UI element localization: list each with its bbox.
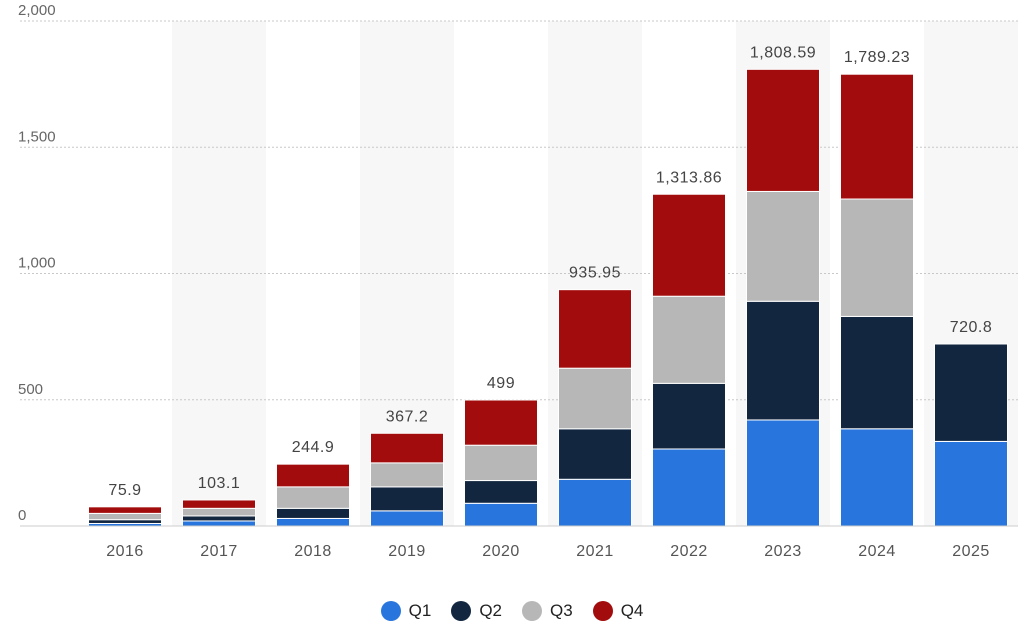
bar-segment-q4-2023[interactable]	[746, 68, 820, 192]
bar-total-label: 103.1	[198, 475, 241, 492]
x-tick-label: 2019	[388, 543, 426, 560]
legend-swatch-icon	[380, 601, 401, 621]
legend-label: Q4	[620, 601, 644, 620]
bar-segment-q2-2016[interactable]	[88, 519, 162, 524]
bar-segment-q2-2021[interactable]	[558, 428, 632, 480]
bar-segment-q3-2023[interactable]	[746, 190, 820, 302]
x-tick-label: 2021	[576, 543, 614, 560]
x-tick-label: 2023	[764, 543, 802, 560]
bar-segment-q1-2021[interactable]	[558, 478, 632, 527]
bar-total-label: 1,313.86	[656, 169, 722, 186]
y-tick-label: 1,500	[18, 128, 56, 145]
bar-segment-q2-2019[interactable]	[370, 486, 444, 512]
bar-segment-q3-2016[interactable]	[88, 512, 162, 521]
bar-segment-q3-2018[interactable]	[276, 486, 350, 509]
bar-segment-q4-2024[interactable]	[840, 73, 914, 200]
bar-segment-q1-2020[interactable]	[464, 502, 538, 527]
bar-total-label: 367.2	[386, 408, 429, 425]
bar-segment-q4-2020[interactable]	[464, 399, 538, 446]
x-tick-label: 2016	[106, 543, 144, 560]
bar-segment-q3-2019[interactable]	[370, 462, 444, 488]
legend-item-q3[interactable]: Q3	[522, 601, 573, 621]
x-tick-label: 2025	[952, 543, 990, 560]
legend-label: Q3	[550, 601, 573, 620]
bar-total-label: 720.8	[950, 319, 993, 336]
bar-segment-q4-2019[interactable]	[370, 432, 444, 464]
bar-segment-q1-2019[interactable]	[370, 510, 444, 527]
legend-label: Q1	[408, 601, 432, 620]
bar-segment-q3-2021[interactable]	[558, 367, 632, 430]
legend-item-q4[interactable]: Q4	[592, 601, 644, 621]
x-tick-label: 2017	[200, 543, 238, 560]
y-tick-label: 1,000	[18, 255, 56, 272]
x-tick-label: 2024	[858, 543, 896, 560]
bar-segment-q2-2020[interactable]	[464, 480, 538, 504]
bar-segment-q3-2020[interactable]	[464, 444, 538, 482]
bar-segment-q4-2022[interactable]	[652, 193, 726, 297]
bar-segment-q3-2017[interactable]	[182, 507, 256, 517]
bar-segment-q1-2017[interactable]	[182, 520, 256, 527]
bar-segment-q2-2024[interactable]	[840, 315, 914, 430]
column-band	[172, 21, 266, 526]
bar-segment-q3-2022[interactable]	[652, 295, 726, 384]
legend-swatch-icon	[451, 601, 472, 621]
bar-segment-q1-2022[interactable]	[652, 448, 726, 527]
bar-segment-q3-2024[interactable]	[840, 198, 914, 317]
legend-item-q2[interactable]: Q2	[451, 601, 502, 621]
bar-segment-q4-2017[interactable]	[182, 499, 256, 509]
bar-segment-q2-2018[interactable]	[276, 507, 350, 519]
legend-item-q1[interactable]: Q1	[380, 601, 432, 621]
bar-segment-q1-2025[interactable]	[934, 440, 1008, 527]
stacked-bar-chart: 0 500 1,000 1,500 2,000 75.9 2016 103.1 2017 244.…	[18, 2, 1018, 560]
bar-total-label: 1,808.59	[750, 44, 816, 61]
bar-total-label: 75.9	[108, 482, 141, 499]
chart-area: 0 500 1,000 1,500 2,000 75.9 2016 103.1 2017 244.…	[18, 2, 1018, 560]
bar-segment-q2-2023[interactable]	[746, 300, 820, 421]
bar-segment-q2-2017[interactable]	[182, 515, 256, 522]
bar-total-label: 935.95	[569, 265, 621, 282]
legend-swatch-icon	[592, 601, 613, 621]
legend-swatch-icon	[522, 601, 542, 621]
bar-segment-q4-2016[interactable]	[88, 506, 162, 514]
bar-segment-q4-2018[interactable]	[276, 463, 350, 488]
bar-total-label: 244.9	[292, 439, 335, 456]
bar-total-label: 1,789.23	[844, 49, 910, 66]
bar-segment-q4-2021[interactable]	[558, 289, 632, 369]
x-tick-label: 2020	[482, 543, 520, 560]
y-tick-label: 500	[18, 381, 43, 398]
bar-segment-q1-2024[interactable]	[840, 428, 914, 527]
legend-label: Q2	[479, 601, 502, 620]
bar-segment-q2-2025[interactable]	[934, 343, 1008, 442]
bar-segment-q2-2022[interactable]	[652, 382, 726, 450]
legend: Q1 Q2 Q3 Q4	[0, 594, 1024, 628]
bar-segment-q1-2023[interactable]	[746, 419, 820, 527]
y-tick-label: 0	[18, 507, 26, 524]
y-tick-label: 2,000	[18, 2, 56, 19]
x-tick-label: 2022	[670, 543, 708, 560]
x-tick-label: 2018	[294, 543, 332, 560]
bar-segment-q1-2018[interactable]	[276, 517, 350, 527]
bar-total-label: 499	[487, 375, 515, 392]
